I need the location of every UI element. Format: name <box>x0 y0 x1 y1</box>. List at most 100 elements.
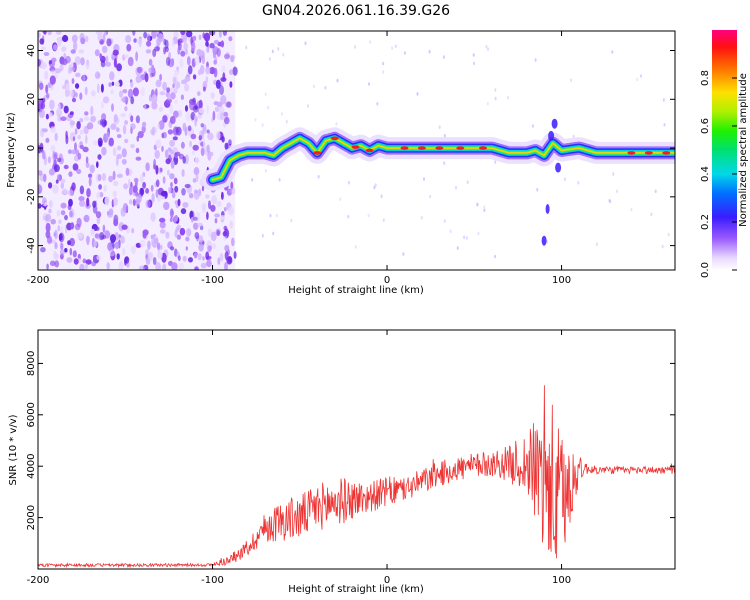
faint-speck <box>261 123 264 127</box>
noise-speck <box>96 161 99 169</box>
noise-speck <box>194 157 200 164</box>
noise-speck <box>203 138 206 149</box>
noise-speck <box>130 96 135 105</box>
burst-blob <box>541 235 547 246</box>
noise-speck <box>65 134 69 145</box>
noise-speck <box>196 222 203 227</box>
noise-speck <box>60 242 64 250</box>
noise-speck <box>169 208 174 218</box>
noise-speck <box>96 255 101 261</box>
noise-speck <box>205 40 209 47</box>
noise-speck <box>176 234 182 240</box>
spectrogram-x-label: Height of straight line (km) <box>288 285 424 296</box>
noise-speck <box>145 162 150 172</box>
snr-frame <box>37 329 676 570</box>
noise-speck <box>79 200 86 207</box>
ridge-hotspot <box>479 146 487 150</box>
noise-speck <box>85 235 90 244</box>
faint-speck <box>402 252 405 256</box>
noise-speck <box>206 105 209 114</box>
noise-speck <box>132 198 136 207</box>
noise-speck <box>155 31 159 36</box>
noise-speck <box>207 132 214 141</box>
faint-speck <box>483 208 486 213</box>
x-tick-label: 100 <box>552 575 571 586</box>
faint-speck <box>494 160 497 164</box>
faint-speck <box>374 183 377 187</box>
noise-speck <box>79 92 83 100</box>
noise-speck <box>229 220 233 229</box>
faint-speck <box>438 125 441 129</box>
noise-speck <box>113 180 119 187</box>
noise-speck <box>38 203 42 209</box>
noise-speck <box>122 96 129 104</box>
noise-speck <box>105 55 109 64</box>
noise-speck <box>138 265 145 270</box>
noise-speck <box>130 81 134 88</box>
noise-speck <box>185 236 190 242</box>
noise-speck <box>72 136 76 142</box>
noise-speck <box>172 136 178 141</box>
noise-speck <box>169 139 176 147</box>
colorbar-tick-label: 0.2 <box>700 214 711 230</box>
noise-speck <box>194 266 199 270</box>
noise-speck <box>145 49 152 54</box>
faint-speck <box>267 105 270 110</box>
noise-speck <box>115 81 120 88</box>
noise-speck <box>68 67 71 75</box>
noise-speck <box>83 214 90 223</box>
noise-speck <box>67 112 74 119</box>
noise-speck <box>191 150 196 156</box>
noise-speck <box>93 240 98 247</box>
noise-speck <box>205 66 211 75</box>
noise-speck <box>187 65 193 75</box>
noise-speck <box>152 257 157 265</box>
noise-speck <box>211 195 217 205</box>
noise-speck <box>116 134 122 139</box>
noise-speck <box>108 82 112 87</box>
noise-speck <box>185 246 188 251</box>
noise-speck <box>146 33 151 43</box>
noise-speck <box>85 259 92 265</box>
faint-speck <box>486 101 489 106</box>
y-tick-label: 4000 <box>26 453 37 478</box>
noise-speck <box>143 31 148 39</box>
faint-speck <box>476 202 479 207</box>
colorbar-ticks: 0.0 0.2 0.4 0.6 0.8 <box>700 70 737 278</box>
noise-speck <box>180 94 184 100</box>
noise-speck <box>144 72 149 83</box>
noise-speck <box>92 200 97 208</box>
noise-speck <box>197 91 201 96</box>
noise-speck <box>54 151 58 160</box>
x-tick-label: -200 <box>27 575 50 586</box>
noise-speck <box>208 200 211 210</box>
noise-speck <box>197 253 202 261</box>
noise-speck <box>220 215 226 221</box>
snr-panel: -200 -100 0 100 2000 4000 6000 8000 Height of … <box>8 329 676 595</box>
faint-speck <box>661 244 664 249</box>
noise-speck <box>179 58 184 68</box>
noise-speck <box>38 82 44 91</box>
noise-speck <box>80 57 85 66</box>
noise-speck <box>198 188 202 197</box>
faint-speck <box>251 178 254 182</box>
noise-speck <box>174 214 178 222</box>
noise-speck <box>70 222 75 230</box>
noise-speck <box>69 247 73 256</box>
noise-speck <box>221 136 225 143</box>
noise-speck <box>205 76 209 83</box>
faint-speck <box>429 194 432 199</box>
noise-speck <box>210 151 214 157</box>
noise-speck <box>45 84 49 94</box>
noise-speck <box>215 79 221 90</box>
colorbar-gradient <box>712 30 737 270</box>
noise-speck <box>180 208 187 215</box>
faint-speck <box>376 102 379 106</box>
faint-speck <box>466 180 469 184</box>
noise-speck <box>139 174 144 183</box>
noise-speck <box>226 101 232 108</box>
noise-speck <box>94 226 100 231</box>
noise-speck <box>84 86 88 96</box>
noise-speck <box>75 83 80 89</box>
noise-speck <box>122 124 127 135</box>
